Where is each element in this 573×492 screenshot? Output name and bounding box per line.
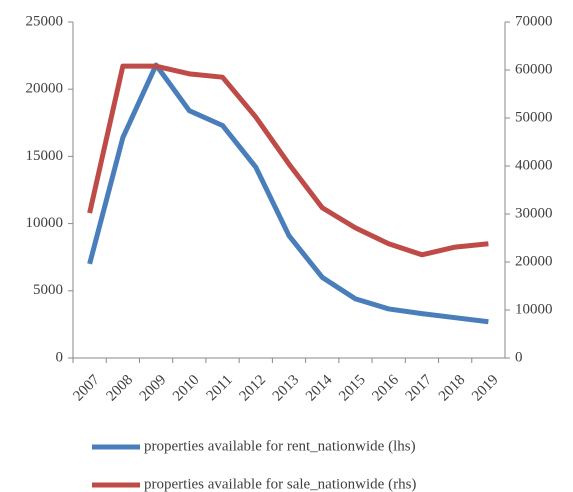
y-tick-label: 5000: [33, 282, 63, 298]
y-tick-label: 10000: [26, 215, 64, 231]
x-tick-label: 2007: [70, 372, 103, 405]
x-tick-label: 2011: [204, 372, 236, 404]
y2-tick-label: 10000: [515, 301, 553, 317]
x-tick-label: 2014: [303, 372, 336, 405]
y2-tick-label: 40000: [515, 157, 553, 173]
x-tick-label: 2018: [436, 372, 469, 405]
x-tick-label: 2017: [403, 372, 436, 405]
y2-tick-label: 30000: [515, 205, 553, 221]
x-tick-label: 2012: [237, 372, 270, 405]
x-tick-label: 2019: [469, 372, 502, 405]
x-tick-label: 2008: [104, 372, 137, 405]
series-line: [87, 63, 489, 258]
y-tick-label: 25000: [26, 13, 64, 29]
legend-label: properties available for rent_nationwide…: [144, 438, 416, 454]
x-tick-label: 2015: [336, 372, 369, 405]
y-tick-label: 20000: [26, 81, 64, 97]
y-tick-label: 15000: [26, 148, 64, 164]
legend-label: properties available for sale_nationwide…: [144, 476, 416, 492]
x-tick-label: 2010: [170, 372, 203, 405]
y2-tick-label: 20000: [515, 253, 553, 269]
y-tick-label: 0: [56, 349, 64, 365]
y2-tick-label: 0: [515, 349, 523, 365]
y2-tick-label: 70000: [515, 13, 553, 29]
series-line: [87, 62, 489, 325]
x-tick-label: 2016: [369, 372, 402, 405]
y2-tick-label: 60000: [515, 61, 553, 77]
y2-tick-label: 50000: [515, 109, 553, 125]
x-tick-label: 2013: [270, 372, 303, 405]
x-tick-label: 2009: [137, 372, 170, 405]
